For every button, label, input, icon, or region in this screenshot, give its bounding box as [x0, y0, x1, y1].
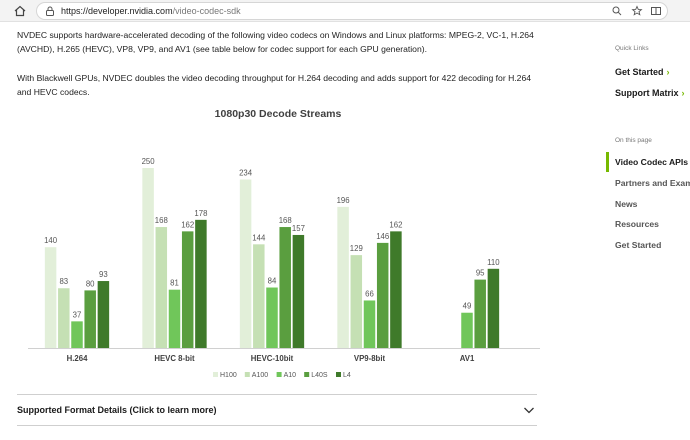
- data-label: 49: [463, 302, 472, 311]
- legend-swatch-l4: [336, 372, 341, 377]
- data-label: 140: [44, 236, 58, 245]
- on-this-page-heading: On this page: [615, 137, 652, 144]
- data-label: 110: [487, 258, 500, 267]
- bar-l40s-1: [181, 231, 194, 348]
- category-label: VP9-8bit: [354, 354, 386, 363]
- bar-l40s-2: [279, 227, 291, 348]
- data-label: 162: [181, 220, 194, 229]
- url-text[interactable]: https://developer.nvidia.com/video-codec…: [61, 5, 241, 17]
- data-label: 168: [155, 216, 168, 225]
- bar-l4-4: [487, 268, 500, 348]
- quick-link-label: Get Started: [615, 67, 664, 77]
- category-label: H.264: [67, 354, 88, 363]
- bar-a100-2: [253, 244, 265, 348]
- bar-h100-3: [337, 206, 349, 348]
- toc-video-codec-apis[interactable]: Video Codec APIs: [615, 157, 689, 167]
- toc-news[interactable]: News: [615, 199, 638, 209]
- split-screen-icon[interactable]: [650, 5, 662, 17]
- home-icon[interactable]: [12, 3, 28, 19]
- bar-a10-4: [461, 312, 473, 348]
- bar-a10-3: [363, 300, 376, 348]
- data-label: 37: [73, 310, 82, 319]
- legend-label: L4: [343, 372, 351, 379]
- url-path: /video-codec-sdk: [172, 6, 241, 16]
- legend-label: A100: [252, 372, 268, 379]
- bar-l4-1: [195, 219, 207, 348]
- supported-format-accordion[interactable]: Supported Format Details (Click to learn…: [17, 394, 537, 426]
- legend-label: H100: [220, 372, 237, 379]
- data-label: 80: [86, 279, 95, 288]
- quick-link-label: Support Matrix: [615, 88, 679, 98]
- address-bar[interactable]: https://developer.nvidia.com/video-codec…: [36, 2, 668, 20]
- category-label: HEVC 8-bit: [154, 354, 195, 363]
- chevron-right-icon: ›: [681, 88, 685, 98]
- chevron-right-icon: ›: [666, 67, 670, 77]
- legend-swatch-l40s: [304, 372, 310, 377]
- bar-a100-0: [58, 288, 70, 348]
- bar-l4-3: [390, 231, 402, 348]
- bar-l40s-0: [84, 290, 96, 348]
- chart-title: 1080p30 Decode Streams: [215, 108, 342, 120]
- data-label: 83: [59, 277, 68, 286]
- chevron-down-icon[interactable]: [523, 405, 535, 415]
- lock-icon[interactable]: [44, 5, 56, 17]
- legend-swatch-a10: [276, 372, 282, 377]
- bar-l4-2: [292, 234, 305, 348]
- quick-link-support-matrix[interactable]: Support Matrix ›: [615, 88, 685, 98]
- bar-l4-0: [97, 281, 110, 348]
- toc-get-started[interactable]: Get Started: [615, 240, 662, 250]
- data-label: 93: [99, 270, 108, 279]
- data-label: 157: [292, 224, 305, 233]
- bar-h100-1: [142, 168, 154, 348]
- bar-h100-2: [239, 179, 252, 348]
- bar-a100-3: [350, 255, 363, 348]
- bar-a100-1: [155, 227, 168, 348]
- url-domain: https://developer.nvidia.com: [61, 6, 173, 16]
- category-label: HEVC-10bit: [251, 354, 294, 363]
- intro-paragraph: NVDEC supports hardware-accelerated deco…: [17, 30, 534, 54]
- accordion-label: Supported Format Details (Click to learn…: [17, 405, 217, 415]
- toc-active-indicator: [606, 152, 609, 172]
- category-label: AV1: [460, 354, 475, 363]
- data-label: 178: [194, 209, 207, 218]
- data-label: 129: [350, 244, 363, 253]
- data-label: 234: [239, 169, 253, 178]
- data-label: 162: [389, 220, 402, 229]
- legend-label: A10: [284, 372, 297, 379]
- star-icon[interactable]: [631, 5, 643, 17]
- data-label: 196: [337, 196, 350, 205]
- data-label: 84: [268, 277, 277, 286]
- quick-links-heading: Quick Links: [615, 45, 649, 52]
- bar-a10-0: [71, 321, 83, 348]
- bar-h100-0: [44, 247, 57, 348]
- data-label: 81: [170, 279, 179, 288]
- data-label: 95: [476, 269, 485, 278]
- data-label: 250: [142, 157, 156, 166]
- browser-toolbar: https://developer.nvidia.com/video-codec…: [0, 0, 690, 22]
- toc-partners-and-examples[interactable]: Partners and Exam: [615, 178, 690, 188]
- data-label: 66: [365, 289, 374, 298]
- bar-a10-1: [168, 289, 181, 348]
- bar-l40s-3: [376, 242, 389, 348]
- data-label: 146: [376, 232, 389, 241]
- blackwell-paragraph: With Blackwell GPUs, NVDEC doubles the v…: [17, 73, 532, 97]
- search-page-icon[interactable]: [611, 5, 623, 17]
- legend-swatch-a100: [244, 372, 250, 377]
- quick-link-get-started[interactable]: Get Started ›: [615, 67, 670, 77]
- bar-l40s-4: [474, 279, 486, 348]
- bar-a10-2: [266, 287, 278, 348]
- data-label: 144: [252, 233, 266, 242]
- toc-resources[interactable]: Resources: [615, 219, 659, 229]
- data-label: 168: [279, 216, 292, 225]
- decode-streams-chart: 1080p30 Decode Streams 140 83 37 80 93 H.264 25…: [28, 108, 540, 379]
- legend-label: L40S: [311, 372, 328, 379]
- legend-swatch-h100: [213, 372, 218, 377]
